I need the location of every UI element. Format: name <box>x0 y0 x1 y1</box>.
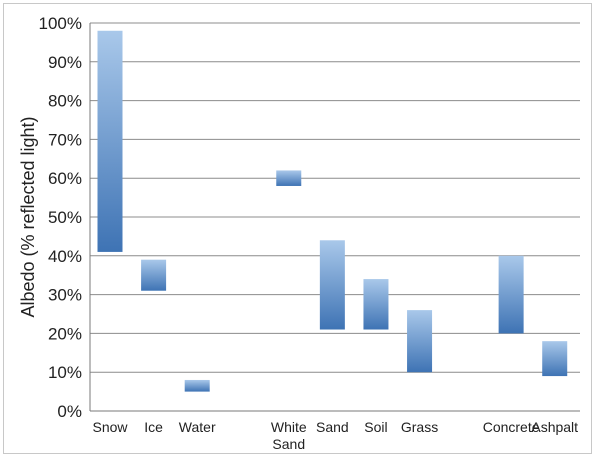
x-category-label: Ashpalt <box>531 419 578 435</box>
range-bar-sand <box>319 240 345 330</box>
range-bar-ice <box>141 259 167 291</box>
y-tick-label: 100% <box>39 14 82 33</box>
range-bar-ashpalt <box>542 341 568 377</box>
y-tick-label: 90% <box>48 53 82 72</box>
y-tick-label: 30% <box>48 286 82 305</box>
x-category-label: Concrete <box>483 419 540 435</box>
x-category-label: Snow <box>92 419 128 435</box>
y-tick-label: 20% <box>48 324 82 343</box>
range-bar-water <box>184 379 210 392</box>
range-bars <box>97 30 568 392</box>
x-category-label: Water <box>179 419 216 435</box>
y-tick-label: 10% <box>48 363 82 382</box>
x-category-label: White Sand <box>271 419 307 452</box>
y-tick-label: 40% <box>48 247 82 266</box>
range-bar-grass <box>407 310 433 373</box>
range-bar-snow <box>97 30 123 252</box>
range-bar-soil <box>363 279 389 330</box>
y-tick-label: 0% <box>57 402 82 421</box>
range-bar-concrete <box>498 255 524 334</box>
y-tick-label: 60% <box>48 169 82 188</box>
x-category-label: Sand <box>316 419 349 435</box>
gridlines <box>89 22 580 412</box>
x-category-label: Grass <box>401 419 438 435</box>
y-tick-label: 80% <box>48 92 82 111</box>
x-axis-categories: Snow Ice Water White Sand Sand Soil Grass Concre… <box>92 419 578 452</box>
x-category-label: Ice <box>144 419 163 435</box>
x-category-label: Soil <box>364 419 387 435</box>
range-bar-white-sand <box>276 170 302 186</box>
y-tick-label: 50% <box>48 208 82 227</box>
y-axis-ticks: 0% 10% 20% 30% 40% 50% 60% 70% 80% 90% 100% <box>39 14 82 421</box>
y-tick-label: 70% <box>48 130 82 149</box>
y-axis-label: Albedo (% reflected light) <box>18 116 38 317</box>
